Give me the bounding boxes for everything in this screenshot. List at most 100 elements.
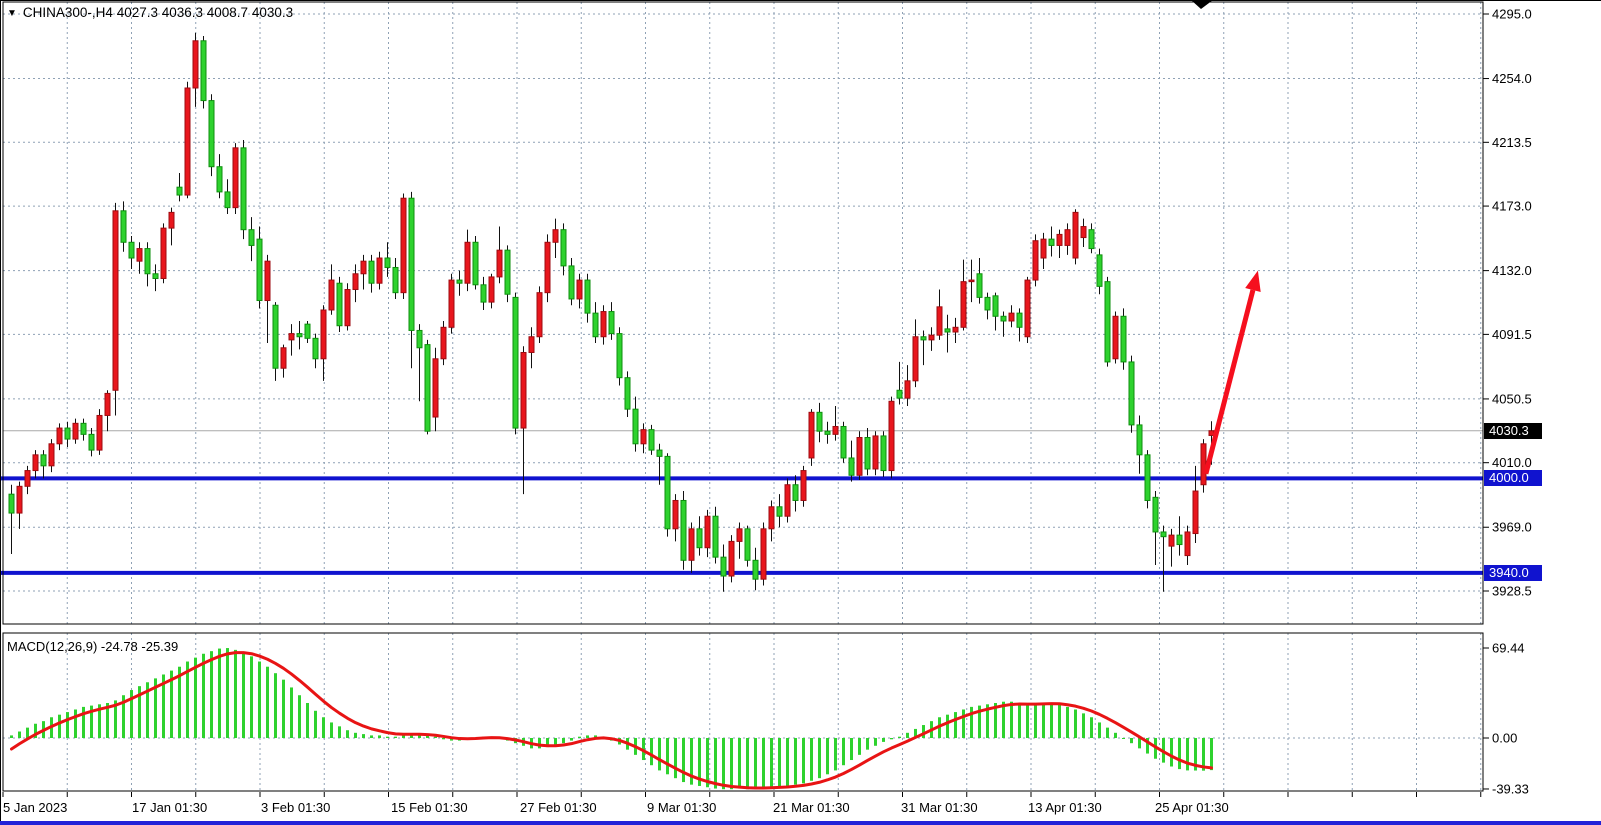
candle-body-up <box>600 311 607 338</box>
candle-body-down <box>88 433 95 451</box>
price-tick-label: 4295.0 <box>1492 7 1532 22</box>
candlestick <box>24 465 31 495</box>
candle-body-up <box>1192 490 1199 535</box>
candlestick <box>416 324 423 402</box>
candlestick <box>872 431 879 476</box>
candle-body-down <box>848 457 855 476</box>
candlestick <box>800 465 807 507</box>
macd-bar <box>210 651 213 738</box>
candle-body-up <box>328 279 335 311</box>
macd-bar <box>154 678 157 738</box>
candles-layer[interactable] <box>8 32 1215 592</box>
macd-bar <box>258 661 261 738</box>
candlestick <box>824 421 831 444</box>
macd-bar <box>738 738 741 789</box>
macd-bar <box>138 686 141 738</box>
macd-bar <box>658 738 661 771</box>
macd-bar <box>26 727 29 738</box>
candle-body-down <box>408 197 415 331</box>
macd-bar <box>418 734 421 738</box>
candlestick <box>560 223 567 276</box>
time-tick-label: 21 Mar 01:30 <box>773 800 850 815</box>
macd-tick-label: 69.44 <box>1492 641 1525 656</box>
candle-body-down <box>296 333 303 338</box>
macd-bar <box>1050 703 1053 738</box>
candlestick <box>920 330 927 366</box>
candlestick <box>8 484 15 555</box>
candlestick <box>336 276 343 333</box>
macd-bar <box>570 738 573 741</box>
candle-body-down <box>1088 229 1095 250</box>
candlestick <box>424 339 431 435</box>
macd-bar <box>754 738 757 789</box>
macd-bar <box>314 710 317 738</box>
candlestick <box>456 270 463 296</box>
macd-bar <box>282 679 285 738</box>
macd-bar <box>730 738 733 790</box>
candlestick <box>72 418 79 444</box>
candle-body-up <box>1008 312 1015 322</box>
candle-body-up <box>184 87 191 196</box>
candle-body-down <box>1136 424 1143 456</box>
candlestick <box>712 506 719 564</box>
macd-bar <box>410 734 413 738</box>
candle-body-down <box>656 449 663 457</box>
candlestick <box>440 320 447 366</box>
macd-bar <box>1210 738 1213 771</box>
macd-bar <box>90 705 93 738</box>
candlestick <box>144 242 151 287</box>
candlestick <box>48 439 55 473</box>
price-axis[interactable]: 4295.0 4254.0 4213.5 4173.0 4132.0 4091.5 4050… <box>1483 7 1532 599</box>
time-tick-label: 31 Mar 01:30 <box>901 800 978 815</box>
candle-body-down <box>1048 238 1055 246</box>
macd-bar <box>226 648 229 738</box>
candlestick <box>680 491 687 570</box>
candle-body-up <box>32 454 39 472</box>
candle-body-down <box>480 284 487 303</box>
candle-body-up <box>1200 443 1207 486</box>
candle-body-down <box>664 455 671 530</box>
time-tick-label: 17 Jan 01:30 <box>132 800 207 815</box>
symbol-dropdown-icon[interactable]: ▼ <box>7 8 17 19</box>
candlestick <box>992 292 999 331</box>
macd-bar <box>994 703 997 738</box>
candle-body-down <box>416 329 423 349</box>
macd-bar <box>114 700 117 738</box>
macd-bar <box>722 738 725 790</box>
candle-body-up <box>56 427 63 445</box>
trend-arrow[interactable] <box>1203 270 1261 475</box>
candlestick <box>104 390 111 432</box>
macd-axis[interactable]: 69.44 0.00 -39.33 <box>1483 641 1529 797</box>
candlestick <box>880 431 887 477</box>
candlestick <box>152 264 159 292</box>
candle-body-down <box>1016 312 1023 328</box>
candlestick <box>200 36 207 109</box>
candlestick <box>928 327 935 351</box>
macd-bar <box>1082 713 1085 738</box>
macd-bar <box>1138 738 1141 749</box>
time-axis[interactable]: 5 Jan 2023 17 Jan 01:30 3 Feb 01:30 15 Feb … <box>2 792 1482 815</box>
macd-bar <box>234 649 237 738</box>
candle-body-up <box>1184 531 1191 557</box>
candle-body-up <box>168 211 175 229</box>
candlestick <box>368 254 375 293</box>
candle-body-down <box>744 528 751 561</box>
candle-body-down <box>1000 315 1007 322</box>
candlestick <box>304 320 311 344</box>
macd-bar <box>10 735 13 738</box>
candlestick <box>1072 209 1079 265</box>
candlestick <box>216 154 223 199</box>
candle-body-up <box>280 347 287 369</box>
candle-body-up <box>904 380 911 399</box>
macd-bar <box>1186 738 1189 771</box>
macd-bar <box>450 738 453 741</box>
macd-bar <box>962 709 965 738</box>
candle-body-down <box>504 249 511 295</box>
time-tick-label: 25 Apr 01:30 <box>1155 800 1229 815</box>
grid-layer <box>2 2 1483 791</box>
macd-bar <box>682 738 685 783</box>
candle-body-down <box>864 437 871 470</box>
candle-body-down <box>1160 531 1167 538</box>
macd-signal-line <box>10 651 1213 790</box>
